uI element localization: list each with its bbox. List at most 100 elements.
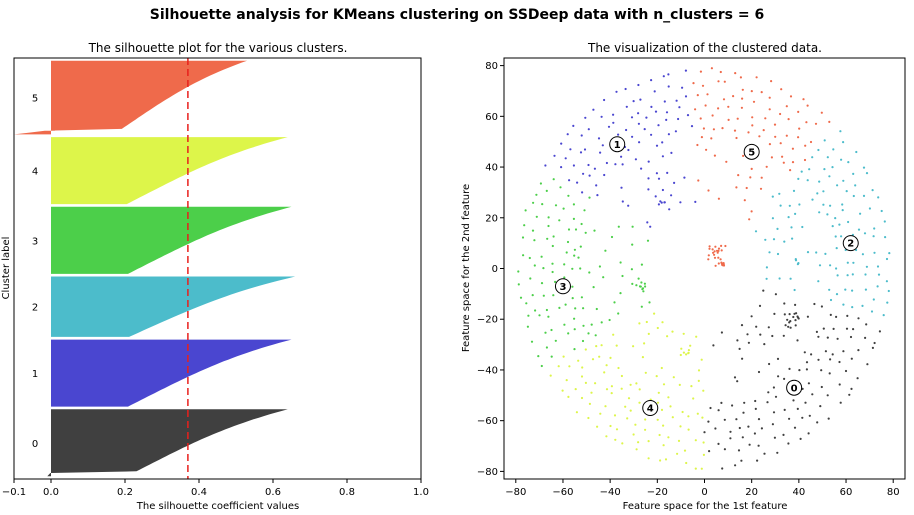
scatter-point-cluster-0 xyxy=(776,357,780,360)
scatter-point-cluster-5 xyxy=(750,167,753,170)
scatter-point-cluster-2 xyxy=(872,235,875,238)
scatter-point-cluster-1 xyxy=(581,191,584,194)
scatter-point-cluster-1 xyxy=(553,154,556,157)
scatter-point-cluster-2 xyxy=(852,172,855,175)
scatter-point-cluster-2 xyxy=(852,261,855,264)
scatter-point-cluster-4 xyxy=(620,387,623,390)
scatter-point-cluster-4 xyxy=(609,356,612,359)
scatter-point-cluster-1 xyxy=(637,112,640,115)
scatter-point-cluster-5 xyxy=(705,148,708,151)
scatter-point-cluster-3 xyxy=(640,305,643,308)
scatter-point-cluster-4 xyxy=(687,428,690,431)
scatter-point-cluster-0 xyxy=(807,382,811,385)
scatter-point-cluster-4 xyxy=(600,344,603,347)
scatter-point-cluster-2 xyxy=(880,209,883,213)
scatter-point-cluster-0 xyxy=(712,344,715,347)
scatter-point-cluster-4 xyxy=(687,415,690,418)
scatter-point-cluster-3 xyxy=(554,204,558,207)
scatter-xtick-label: 60 xyxy=(840,487,853,498)
scatter-xtick-label: −40 xyxy=(600,487,621,498)
scatter-point-cluster-3 xyxy=(595,307,598,311)
scatter-point-cluster-3 xyxy=(523,224,526,227)
scatter-point-cluster-4 xyxy=(678,383,681,386)
scatter-point-cluster-2 xyxy=(754,230,758,233)
scatter-point-cluster-1 xyxy=(592,108,595,111)
scatter-point-cluster-0 xyxy=(787,442,790,445)
scatter-point-cluster-0 xyxy=(747,425,750,428)
scatter-point-cluster-3 xyxy=(542,294,545,297)
scatter-point-cluster-1 xyxy=(654,110,658,113)
scatter-point-cluster-1 xyxy=(612,113,615,116)
scatter-point-cluster-4 xyxy=(610,392,613,395)
scatter-point-cluster-4 xyxy=(644,418,647,421)
scatter-point-cluster-3 xyxy=(631,225,634,228)
scatter-point-cluster-3 xyxy=(573,317,576,320)
scatter-point-cluster-5 xyxy=(791,161,795,164)
scatter-point-cluster-0 xyxy=(757,418,761,421)
scatter-point-cluster-3 xyxy=(528,256,531,260)
scatter-point-cluster-5 xyxy=(696,94,699,97)
scatter-point-cluster-0 xyxy=(773,436,777,439)
scatter-point-cluster-5 xyxy=(723,80,726,83)
scatter-point-cluster-1 xyxy=(584,116,587,119)
scatter-point-cluster-5 xyxy=(719,258,722,261)
scatter-point-cluster-0 xyxy=(829,358,832,361)
scatter-point-cluster-2 xyxy=(854,184,857,187)
scatter-point-cluster-2 xyxy=(847,220,850,224)
scatter-point-cluster-2 xyxy=(883,220,886,223)
scatter-point-cluster-3 xyxy=(587,332,590,335)
silhouette-cluster-5 xyxy=(14,60,248,135)
scatter-point-cluster-3 xyxy=(544,331,547,334)
scatter-point-cluster-4 xyxy=(682,332,685,335)
scatter-point-cluster-1 xyxy=(596,194,599,197)
scatter-point-cluster-0 xyxy=(772,386,776,389)
scatter-ytick-label: 80 xyxy=(485,61,498,72)
scatter-point-cluster-3 xyxy=(521,236,525,239)
silhouette-xticks: −0.1 0.0 0.2 0.4 0.6 0.8 1.0 xyxy=(2,479,429,498)
scatter-point-cluster-5 xyxy=(797,136,800,139)
scatter-point-cluster-4 xyxy=(562,355,565,358)
scatter-point-cluster-1 xyxy=(595,184,598,187)
scatter-point-cluster-0 xyxy=(796,339,799,342)
scatter-point-cluster-4 xyxy=(599,412,602,415)
scatter-point-cluster-1 xyxy=(663,201,666,204)
silhouette-title: The silhouette plot for the various clus… xyxy=(88,41,348,55)
scatter-point-cluster-3 xyxy=(583,209,586,212)
scatter-point-cluster-0 xyxy=(774,395,778,398)
scatter-point-cluster-2 xyxy=(797,177,800,180)
scatter-point-cluster-1 xyxy=(620,186,623,189)
scatter-point-cluster-4 xyxy=(687,352,690,355)
scatter-point-cluster-5 xyxy=(711,114,714,117)
scatter-point-cluster-2 xyxy=(887,289,890,293)
scatter-xticks: −80 −60 −40 −20 0 20 40 60 80 xyxy=(505,479,900,498)
scatter-xtick-label: −60 xyxy=(552,487,573,498)
scatter-point-cluster-2 xyxy=(865,265,869,268)
scatter-point-cluster-5 xyxy=(828,120,831,123)
scatter-point-cluster-3 xyxy=(631,282,634,285)
scatter-point-cluster-1 xyxy=(661,155,665,158)
scatter-point-cluster-4 xyxy=(679,425,682,428)
scatter-point-cluster-0 xyxy=(753,432,757,435)
scatter-point-cluster-5 xyxy=(809,140,813,144)
scatter-point-cluster-1 xyxy=(670,194,673,197)
scatter-point-cluster-1 xyxy=(661,188,665,192)
scatter-point-cluster-0 xyxy=(720,331,724,334)
scatter-point-cluster-1 xyxy=(614,163,617,166)
scatter-point-cluster-5 xyxy=(722,263,725,266)
scatter-point-cluster-2 xyxy=(768,251,771,254)
scatter-point-cluster-0 xyxy=(857,349,860,352)
cluster-center-label: 0 xyxy=(791,383,798,394)
scatter-point-cluster-0 xyxy=(811,393,814,396)
scatter-point-cluster-0 xyxy=(783,302,786,305)
scatter-point-cluster-3 xyxy=(546,237,549,240)
scatter-point-cluster-0 xyxy=(721,467,724,470)
scatter-point-cluster-2 xyxy=(794,259,798,262)
scatter-point-cluster-4 xyxy=(632,433,635,436)
scatter-point-cluster-4 xyxy=(667,436,670,439)
scatter-point-cluster-3 xyxy=(574,228,578,231)
scatter-point-cluster-4 xyxy=(685,353,688,356)
scatter-point-cluster-2 xyxy=(835,267,838,270)
scatter-point-cluster-3 xyxy=(598,265,602,268)
scatter-point-cluster-5 xyxy=(770,156,774,159)
scatter-point-cluster-0 xyxy=(740,459,743,462)
